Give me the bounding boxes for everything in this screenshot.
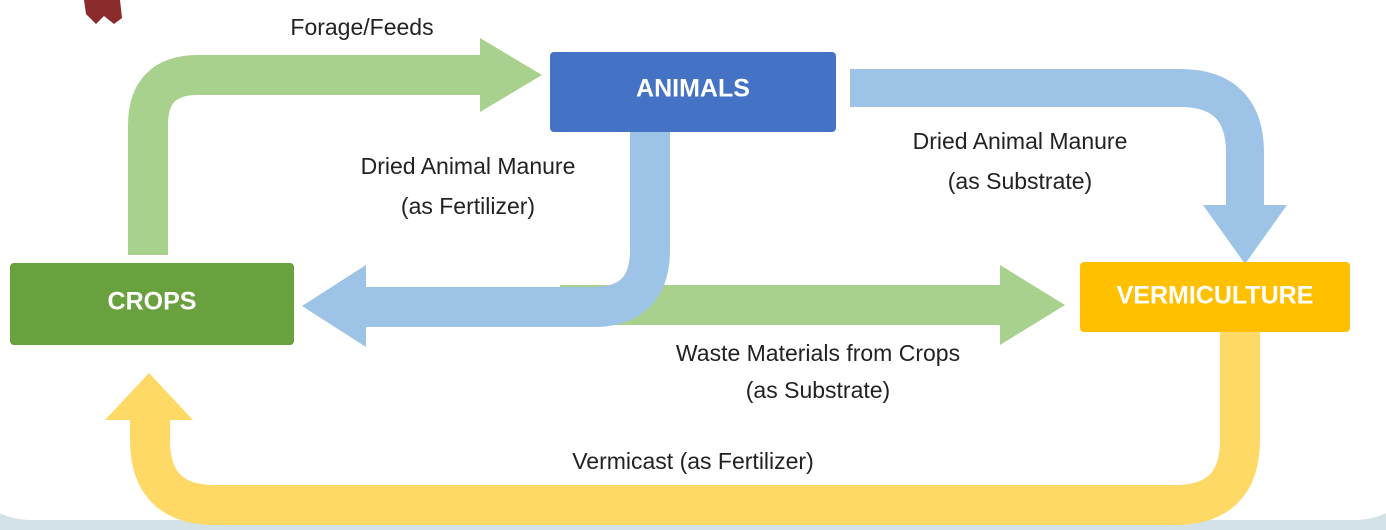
page: ANIMALS CROPS VERMICULTURE Forage/Feeds …: [0, 0, 1386, 530]
node-label: CROPS: [108, 288, 197, 316]
node-label: VERMICULTURE: [1117, 282, 1314, 310]
edge-label: Vermicast (as Fertilizer): [572, 448, 814, 474]
edge-label: Dried Animal Manure: [913, 128, 1128, 154]
edge-label: Dried Animal Manure: [361, 153, 576, 179]
diagram: ANIMALS CROPS VERMICULTURE Forage/Feeds …: [0, 0, 1386, 530]
edge-label: (as Substrate): [746, 377, 890, 403]
node-label: ANIMALS: [636, 75, 750, 103]
edge-label: (as Fertilizer): [401, 193, 535, 219]
edge-label: Waste Materials from Crops: [676, 340, 960, 366]
edge-label: (as Substrate): [948, 168, 1092, 194]
edge-label: Forage/Feeds: [290, 14, 433, 40]
